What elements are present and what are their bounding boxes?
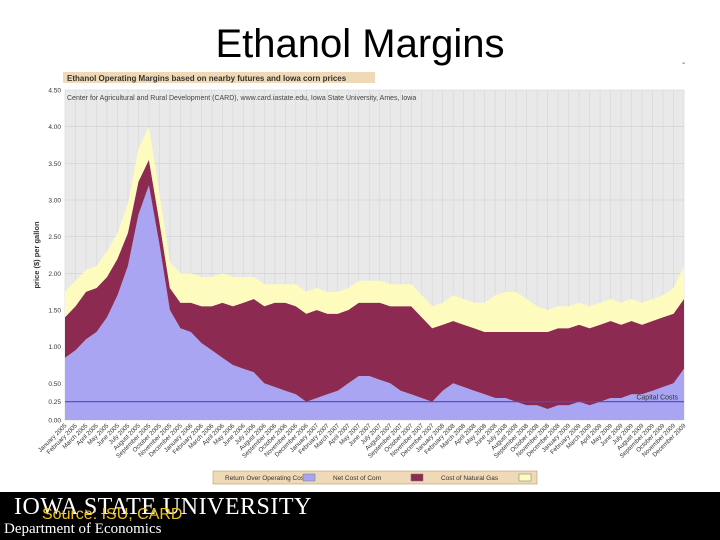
y-axis-label: price ($) per gallon bbox=[33, 221, 41, 289]
chart-title: Ethanol Operating Margins based on nearb… bbox=[67, 74, 347, 83]
legend-label: Net Cost of Corn bbox=[333, 475, 382, 482]
legend-label: Cost of Natural Gas bbox=[441, 475, 499, 482]
y-tick-label: 3.00 bbox=[48, 198, 61, 205]
area-series-2 bbox=[65, 159, 684, 409]
y-tick-label: 1.00 bbox=[48, 344, 61, 351]
capital-costs-label: Capital Costs bbox=[636, 395, 678, 402]
chart-svg: Ethanol Operating Margins based on nearb… bbox=[32, 72, 688, 485]
y-tick-label: 3.50 bbox=[48, 161, 61, 168]
legend-swatch bbox=[518, 473, 532, 482]
y-tick-label: 0.25 bbox=[48, 399, 61, 406]
y-tick-label: 2.50 bbox=[48, 234, 61, 241]
area-series-3 bbox=[65, 126, 684, 332]
y-tick-label: 2.00 bbox=[48, 271, 61, 278]
legend-swatch bbox=[410, 473, 424, 482]
chart: Ethanol Operating Margins based on nearb… bbox=[32, 72, 689, 490]
slide-title: Ethanol Margins bbox=[215, 22, 505, 66]
y-tick-label: 4.00 bbox=[48, 124, 61, 131]
y-tick-label: 0.50 bbox=[48, 381, 61, 388]
area-series-1 bbox=[65, 185, 684, 420]
legend-swatch bbox=[302, 473, 316, 482]
chart-subtitle: Center for Agricultural and Rural Develo… bbox=[67, 95, 416, 102]
chart-title-bar bbox=[63, 72, 375, 83]
source-label: Source: ISU, CARD bbox=[42, 506, 183, 523]
corner-mark: - bbox=[682, 58, 686, 69]
university-wordmark: IOWA STATE UNIVERSITY bbox=[14, 494, 312, 520]
y-tick-label: 4.50 bbox=[48, 88, 61, 95]
department-label: Department of Economics bbox=[4, 521, 162, 537]
legend-bar bbox=[212, 470, 538, 485]
y-tick-label: 1.50 bbox=[48, 308, 61, 315]
y-tick-label: 0.00 bbox=[48, 418, 61, 425]
legend-label: Return Over Operating Costs bbox=[225, 475, 310, 482]
footer-bar: IOWA STATE UNIVERSITY Department of Econ… bbox=[0, 492, 720, 540]
